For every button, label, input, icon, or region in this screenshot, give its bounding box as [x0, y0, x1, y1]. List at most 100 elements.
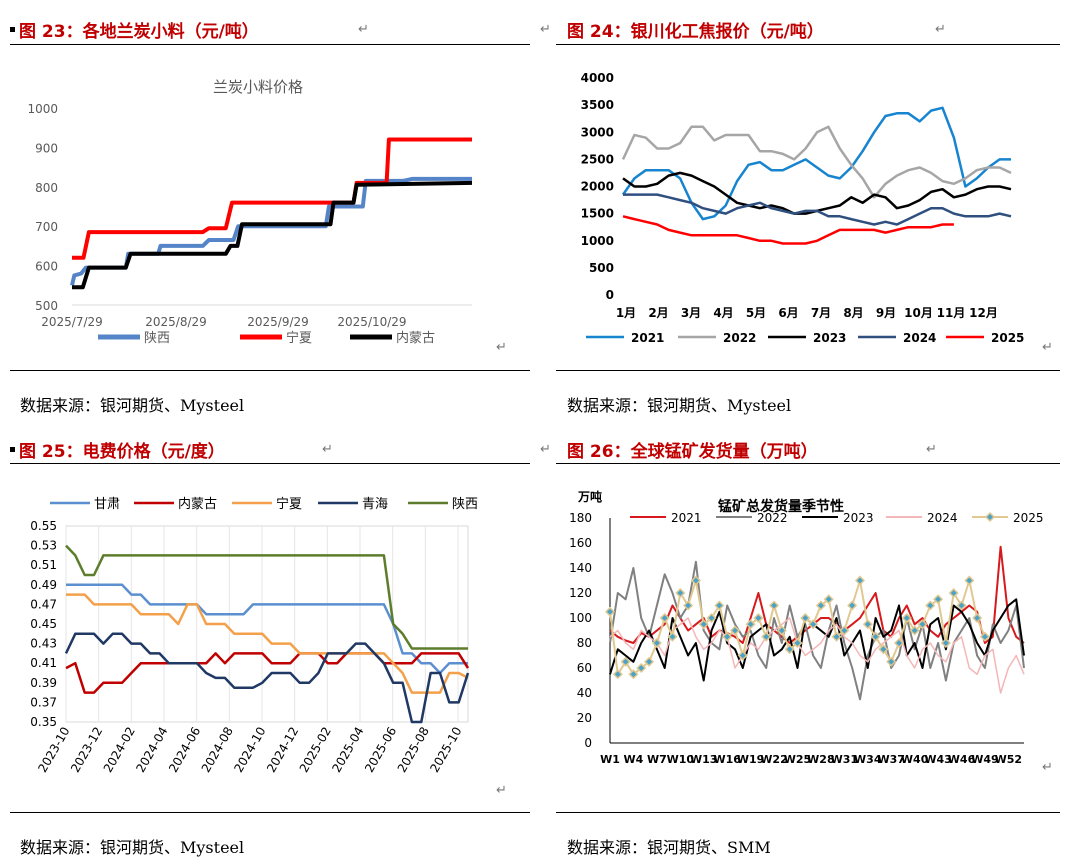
y-tick-label: 0.37: [30, 695, 57, 709]
series-line-2021: [621, 106, 1011, 221]
chart-bottom-rule: [556, 812, 1060, 813]
series-marker-2025: [870, 631, 881, 642]
source-note: 数据来源：银河期货、Mysteel: [20, 396, 245, 415]
y-tick-label: 120: [569, 586, 592, 600]
x-tick-label: W7: [647, 753, 667, 766]
legend-label: 2025: [991, 331, 1024, 345]
x-tick-label: 3月: [681, 306, 701, 320]
series-marker-2025: [815, 600, 826, 611]
x-tick-label: W37: [877, 753, 904, 766]
series-marker-2025: [792, 637, 803, 649]
title-underline: [10, 463, 530, 464]
series-marker-2025: [722, 631, 733, 642]
chart-bottom-rule: [556, 370, 1060, 371]
x-tick-label: 2024-02: [101, 725, 138, 775]
x-tick-label: 8月: [843, 306, 863, 320]
y-tick-label: 20: [577, 711, 592, 725]
y-tick-label: 0.49: [30, 578, 57, 592]
x-tick-label: W49: [971, 753, 998, 766]
x-tick-label: 2025/7/29: [41, 315, 103, 329]
x-tick-label: W52: [995, 753, 1022, 766]
figure-title: 图 23：各地兰炭小料（元/吨）: [19, 22, 259, 42]
y-tick-label: 3500: [581, 98, 614, 112]
x-tick-label: W28: [807, 753, 834, 766]
series-marker-2025: [776, 625, 787, 636]
series-marker-2025: [854, 575, 866, 586]
series-marker-2025: [972, 612, 983, 624]
x-tick-label: 2025-04: [329, 725, 366, 775]
series-marker-2025: [901, 612, 912, 624]
return-mark: ↵: [322, 442, 333, 457]
x-tick-label: W31: [831, 753, 858, 766]
series-marker-2025: [823, 594, 834, 605]
legend-label: 2024: [903, 331, 936, 345]
y-tick-label: 180: [569, 511, 592, 525]
series-marker-2025: [698, 619, 709, 630]
legend-label: 2022: [757, 511, 788, 525]
y-tick-label: 0.51: [30, 558, 57, 572]
x-tick-label: 2025-02: [297, 725, 334, 775]
series-marker-2025: [753, 612, 764, 624]
source-note: 数据来源：银河期货、Mysteel: [20, 838, 245, 857]
return-mark: ↵: [540, 22, 551, 37]
series-marker-2025: [659, 612, 670, 624]
series-marker-2025: [737, 650, 748, 661]
x-tick-label: 2025-08: [395, 725, 432, 775]
y-tick-label: 2000: [581, 180, 614, 194]
chart-title: 兰炭小料价格: [213, 78, 303, 96]
series-line-2025: [622, 215, 954, 245]
series-marker-2025: [979, 631, 991, 642]
legend-label: 陕西: [144, 331, 170, 346]
series-marker-2025: [784, 644, 795, 655]
x-tick-label: W46: [948, 753, 976, 766]
y-tick-label: 4000: [581, 71, 614, 85]
series-marker-2025: [886, 656, 897, 667]
return-mark: ↵: [1042, 760, 1053, 775]
figure-title: 图 25：电费价格（元/度）: [19, 442, 225, 462]
series-marker-2025: [839, 625, 850, 636]
x-tick-label: 4月: [713, 306, 733, 320]
y-tick-label: 80: [577, 636, 592, 650]
coke-price-chart: 0 500 1000 1500 2000 2500 3000 3500 4000 1月 2月 3月 4月…: [581, 71, 1025, 345]
series-marker-2025: [690, 575, 701, 586]
legend-label: 宁夏: [286, 330, 312, 346]
series-marker-2025: [964, 575, 975, 586]
x-tick-label: 2月: [648, 306, 668, 320]
y-tick-label: 100: [569, 611, 592, 625]
chart-bottom-rule: [10, 370, 530, 371]
series-line-2024: [623, 193, 1012, 226]
title-underline: [556, 44, 1060, 45]
series-marker-2025: [956, 600, 967, 611]
series-marker-2025: [940, 637, 951, 649]
x-tick-label: W25: [784, 753, 811, 766]
series-line-陕西: [65, 544, 468, 650]
x-tick-label: 2025/9/29: [247, 315, 309, 329]
series-line-青海: [64, 632, 470, 724]
x-tick-label: 2024-10: [231, 725, 268, 775]
series-marker-2025: [729, 625, 741, 636]
series-marker-2025: [706, 612, 717, 624]
y-tick-label: 600: [35, 260, 58, 274]
return-mark: ↵: [1042, 340, 1053, 355]
y-tick-label: 1000: [581, 234, 614, 248]
legend-label: 2022: [723, 331, 756, 345]
series-line-宁夏: [66, 593, 469, 694]
x-tick-label: 6月: [778, 306, 798, 320]
y-tick-label: 900: [35, 141, 58, 155]
x-tick-label: W34: [854, 753, 882, 766]
x-tick-label: 2023-10: [35, 725, 72, 775]
series-marker-2025: [909, 625, 920, 636]
legend-marker: [984, 511, 996, 523]
y-tick-label: 700: [35, 220, 58, 234]
series-line-内蒙古: [65, 652, 470, 694]
x-tick-label: W40: [901, 753, 929, 766]
y-tick-label: 3000: [581, 125, 614, 139]
x-tick-label: W1: [600, 753, 620, 766]
series-marker-2025: [612, 669, 623, 680]
legend-label: 2024: [927, 511, 958, 525]
y-tick-label: 0.45: [30, 617, 57, 631]
legend-label: 宁夏: [276, 496, 302, 512]
x-tick-label: 2024-06: [166, 725, 203, 775]
series-marker-2025: [651, 637, 662, 649]
